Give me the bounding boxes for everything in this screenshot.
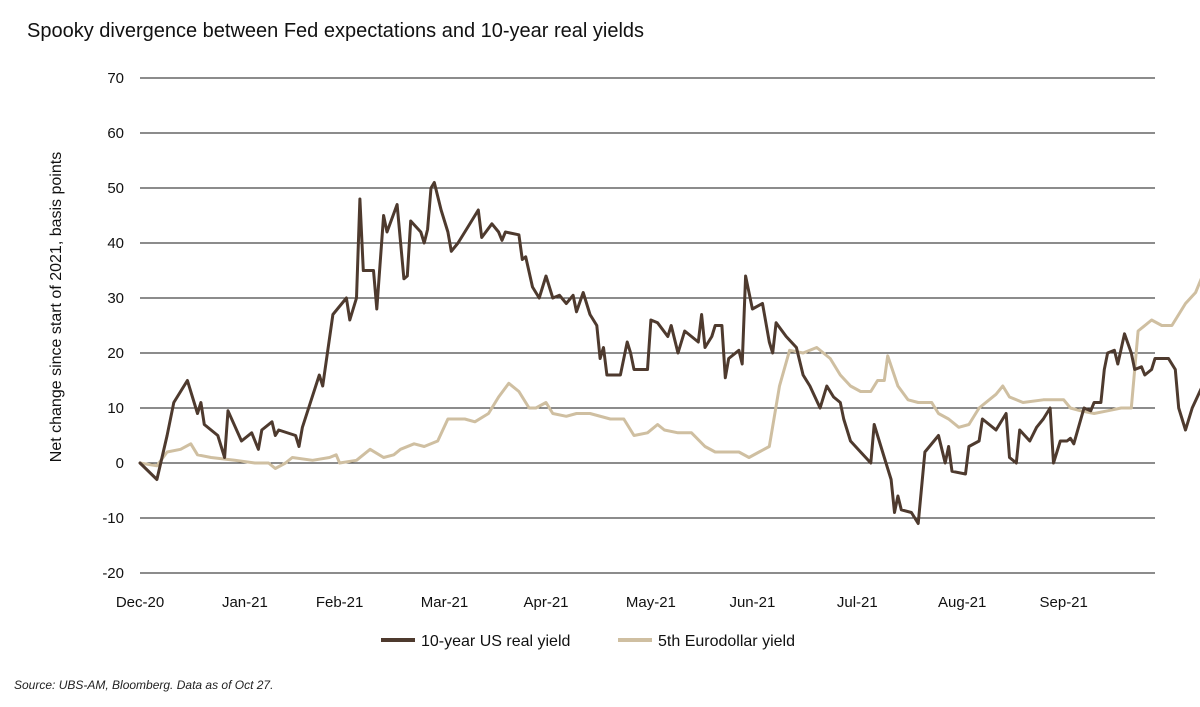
x-tick-label: Dec-20	[116, 594, 164, 611]
x-tick-label: Jun-21	[729, 594, 775, 611]
y-tick-label: 30	[107, 290, 124, 307]
legend: 10-year US real yield 5th Eurodollar yie…	[381, 633, 795, 650]
y-axis-ticks: -20 -10 0 10 20 30 40 50 60 70	[102, 70, 124, 582]
y-tick-label: 0	[116, 455, 124, 472]
legend-label-real-yield: 10-year US real yield	[421, 633, 570, 650]
x-tick-label: Jan-21	[222, 594, 268, 611]
grid-lines	[140, 77, 1155, 574]
x-axis-ticks: Dec-20 Jan-21 Feb-21 Mar-21 Apr-21 May-21 Jun-…	[116, 594, 1088, 611]
legend-label-eurodollar: 5th Eurodollar yield	[658, 633, 795, 650]
x-tick-label: Feb-21	[316, 594, 364, 611]
x-tick-label: May-21	[626, 594, 676, 611]
y-tick-label: 60	[107, 125, 124, 142]
x-tick-label: Mar-21	[421, 594, 469, 611]
x-tick-label: Jul-21	[837, 594, 878, 611]
chart-title: Spooky divergence between Fed expectatio…	[27, 20, 644, 42]
y-tick-label: -10	[102, 510, 124, 527]
y-tick-label: 20	[107, 345, 124, 362]
x-tick-label: Apr-21	[523, 594, 568, 611]
y-tick-label: 70	[107, 70, 124, 87]
y-tick-label: 10	[107, 400, 124, 417]
x-tick-label: Aug-21	[938, 594, 986, 611]
x-tick-label: Sep-21	[1040, 594, 1088, 611]
line-5th-eurodollar-yield	[138, 277, 1200, 470]
y-tick-label: 50	[107, 180, 124, 197]
line-10yr-real-yield	[138, 181, 1200, 525]
series-lines	[138, 181, 1200, 525]
y-axis-label: Net change since start of 2021, basis po…	[48, 152, 65, 462]
y-tick-label: 40	[107, 235, 124, 252]
source-note: Source: UBS-AM, Bloomberg. Data as of Oc…	[14, 678, 273, 692]
y-tick-label: -20	[102, 565, 124, 582]
